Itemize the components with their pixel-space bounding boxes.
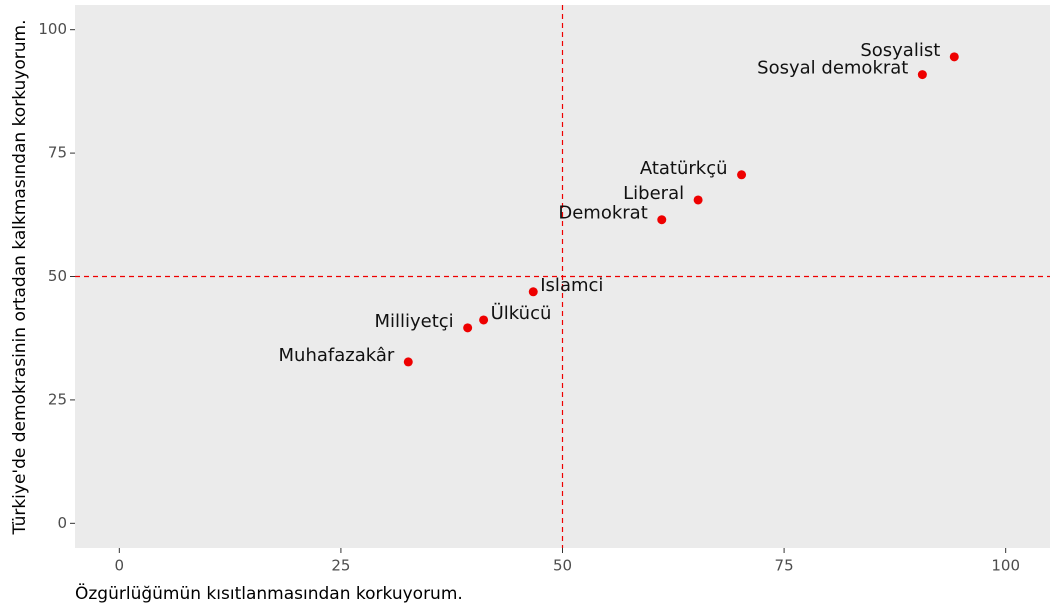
point bbox=[737, 170, 747, 180]
point-label: Ülkücü bbox=[491, 302, 552, 324]
point-label: Milliyetçi bbox=[374, 311, 453, 332]
point bbox=[949, 52, 959, 62]
point-label: Demokrat bbox=[558, 203, 647, 224]
x-axis-label: Özgürlüğümün kısıtlanmasından korkuyorum… bbox=[75, 582, 463, 604]
y-tick-label: 50 bbox=[48, 267, 67, 285]
x-tick-label: 50 bbox=[553, 557, 572, 575]
point bbox=[693, 195, 703, 205]
point bbox=[403, 357, 413, 367]
point bbox=[528, 287, 538, 297]
point bbox=[463, 323, 473, 333]
point bbox=[657, 215, 667, 225]
y-tick-label: 75 bbox=[48, 144, 67, 162]
point-label: Islamci bbox=[540, 275, 603, 296]
x-tick-label: 100 bbox=[991, 557, 1020, 575]
point-label: Atatürkçü bbox=[640, 158, 728, 179]
point bbox=[917, 70, 927, 80]
y-axis-label: Türkiye'de demokrasinin ortadan kalkması… bbox=[10, 20, 30, 536]
x-tick-label: 0 bbox=[115, 557, 125, 575]
x-tick-label: 75 bbox=[775, 557, 794, 575]
point-label: Sosyal demokrat bbox=[757, 58, 908, 79]
point-label: Liberal bbox=[623, 183, 684, 204]
x-tick-label: 25 bbox=[331, 557, 350, 575]
point bbox=[479, 315, 489, 325]
y-tick-label: 0 bbox=[57, 514, 67, 532]
point-label: Sosyalist bbox=[860, 40, 940, 61]
y-tick-label: 100 bbox=[38, 20, 67, 38]
point-label: Muhafazakâr bbox=[279, 345, 395, 366]
y-tick-label: 25 bbox=[48, 390, 67, 408]
